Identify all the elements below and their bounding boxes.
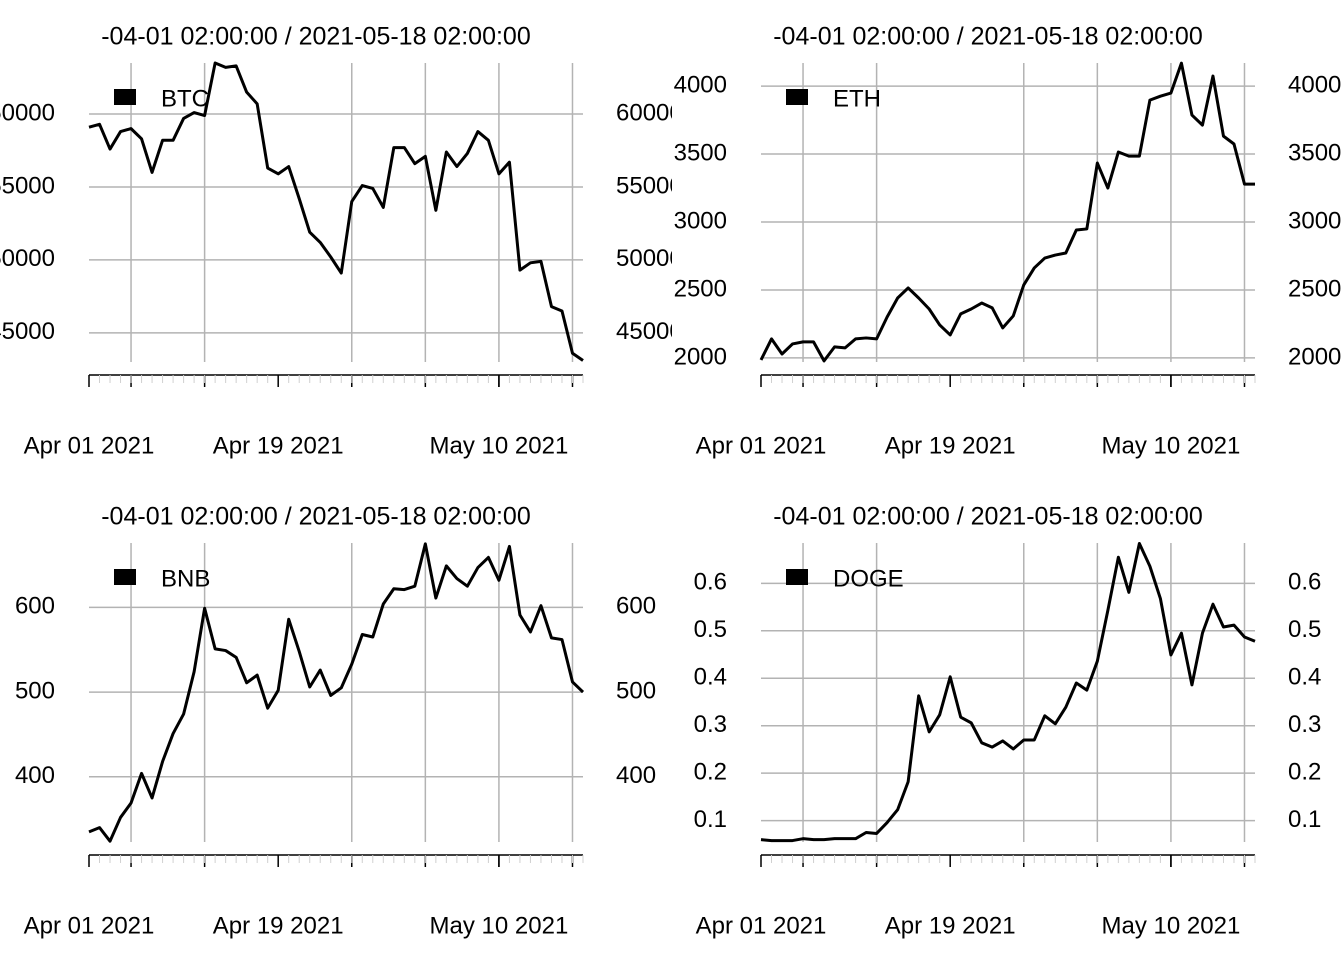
x-tick-label: May 10 2021 <box>1102 912 1241 939</box>
y-tick-label-right: 45000 <box>616 318 683 345</box>
data-line <box>88 542 585 843</box>
y-tick-label-right: 0.2 <box>1288 759 1321 786</box>
data-line <box>88 61 584 362</box>
y-tick-label: 0.1 <box>694 806 727 833</box>
y-tick-label-right: 0.5 <box>1288 616 1321 643</box>
x-tick-label: Apr 01 2021 <box>696 432 827 459</box>
x-tick-label: May 10 2021 <box>1102 432 1241 459</box>
y-tick-label: 2000 <box>674 343 727 370</box>
chart-title: -04-01 02:00:00 / 2021-05-18 02:00:00 <box>101 503 531 531</box>
y-tick-label: 3000 <box>674 207 727 234</box>
y-tick-label-right: 400 <box>616 762 656 789</box>
chart-panel: 2000 2000 2500 2500 3000 3000 3500 3500 4000 4000… <box>674 23 1342 460</box>
y-tick-label-right: 2000 <box>1288 343 1341 370</box>
x-tick-label: May 10 2021 <box>430 912 569 939</box>
chart-panel: 0.1 0.1 0.2 0.2 0.3 0.3 0.4 0.4 0.5 0.5 0.6 0.6 Apr … <box>694 503 1322 940</box>
y-tick-label: 0.2 <box>694 759 727 786</box>
x-tick-label: Apr 19 2021 <box>885 432 1016 459</box>
y-tick-label-right: 0.3 <box>1288 711 1321 738</box>
y-tick-label-right: 0.4 <box>1288 664 1321 691</box>
legend-label: BNB <box>161 565 210 592</box>
x-tick-label: Apr 01 2021 <box>24 432 155 459</box>
chart-title: -04-01 02:00:00 / 2021-05-18 02:00:00 <box>773 503 1203 531</box>
y-tick-label-right: 0.1 <box>1288 806 1321 833</box>
x-tick-label: Apr 01 2021 <box>696 912 827 939</box>
x-tick-label: May 10 2021 <box>430 432 569 459</box>
y-tick-label-right: 55000 <box>616 172 683 199</box>
y-tick-label-right: 60000 <box>616 99 683 126</box>
chart-title: -04-01 02:00:00 / 2021-05-18 02:00:00 <box>101 23 531 51</box>
legend-swatch <box>786 569 808 585</box>
chart-panel: 45000 45000 50000 50000 55000 55000 60000 60000… <box>0 23 683 460</box>
chart-title: -04-01 02:00:00 / 2021-05-18 02:00:00 <box>773 23 1203 51</box>
data-line <box>760 541 1256 843</box>
y-tick-label: 60000 <box>0 99 55 126</box>
y-tick-label: 500 <box>15 677 55 704</box>
y-tick-label: 0.5 <box>694 616 727 643</box>
chart-panel: 400 400 500 500 600 600 Apr 01 2021 Apr 19 2021… <box>15 503 656 940</box>
y-tick-label-right: 50000 <box>616 245 683 272</box>
x-tick-label: Apr 19 2021 <box>885 912 1016 939</box>
y-tick-label-right: 3000 <box>1288 207 1341 234</box>
x-tick-label: Apr 19 2021 <box>213 912 344 939</box>
legend-label: DOGE <box>833 565 904 592</box>
y-tick-label-right: 3500 <box>1288 139 1341 166</box>
y-tick-label: 4000 <box>674 71 727 98</box>
y-tick-label-right: 2500 <box>1288 275 1341 302</box>
y-tick-label: 0.4 <box>694 664 727 691</box>
y-tick-label: 50000 <box>0 245 55 272</box>
y-tick-label-right: 500 <box>616 677 656 704</box>
legend-swatch <box>786 89 808 105</box>
y-tick-label: 2500 <box>674 275 727 302</box>
y-tick-label: 3500 <box>674 139 727 166</box>
y-tick-label: 0.6 <box>694 569 727 596</box>
y-tick-label: 600 <box>15 593 55 620</box>
legend-label: BTC <box>161 85 209 112</box>
y-tick-label-right: 600 <box>616 593 656 620</box>
y-tick-label: 0.3 <box>694 711 727 738</box>
legend-swatch <box>114 89 136 105</box>
y-tick-label: 55000 <box>0 172 55 199</box>
legend-swatch <box>114 569 136 585</box>
x-tick-label: Apr 19 2021 <box>213 432 344 459</box>
y-tick-label: 45000 <box>0 318 55 345</box>
x-tick-label: Apr 01 2021 <box>24 912 155 939</box>
y-tick-label-right: 4000 <box>1288 71 1341 98</box>
legend-label: ETH <box>833 85 881 112</box>
data-line <box>759 61 1255 363</box>
y-tick-label: 400 <box>15 762 55 789</box>
y-tick-label-right: 0.6 <box>1288 569 1321 596</box>
